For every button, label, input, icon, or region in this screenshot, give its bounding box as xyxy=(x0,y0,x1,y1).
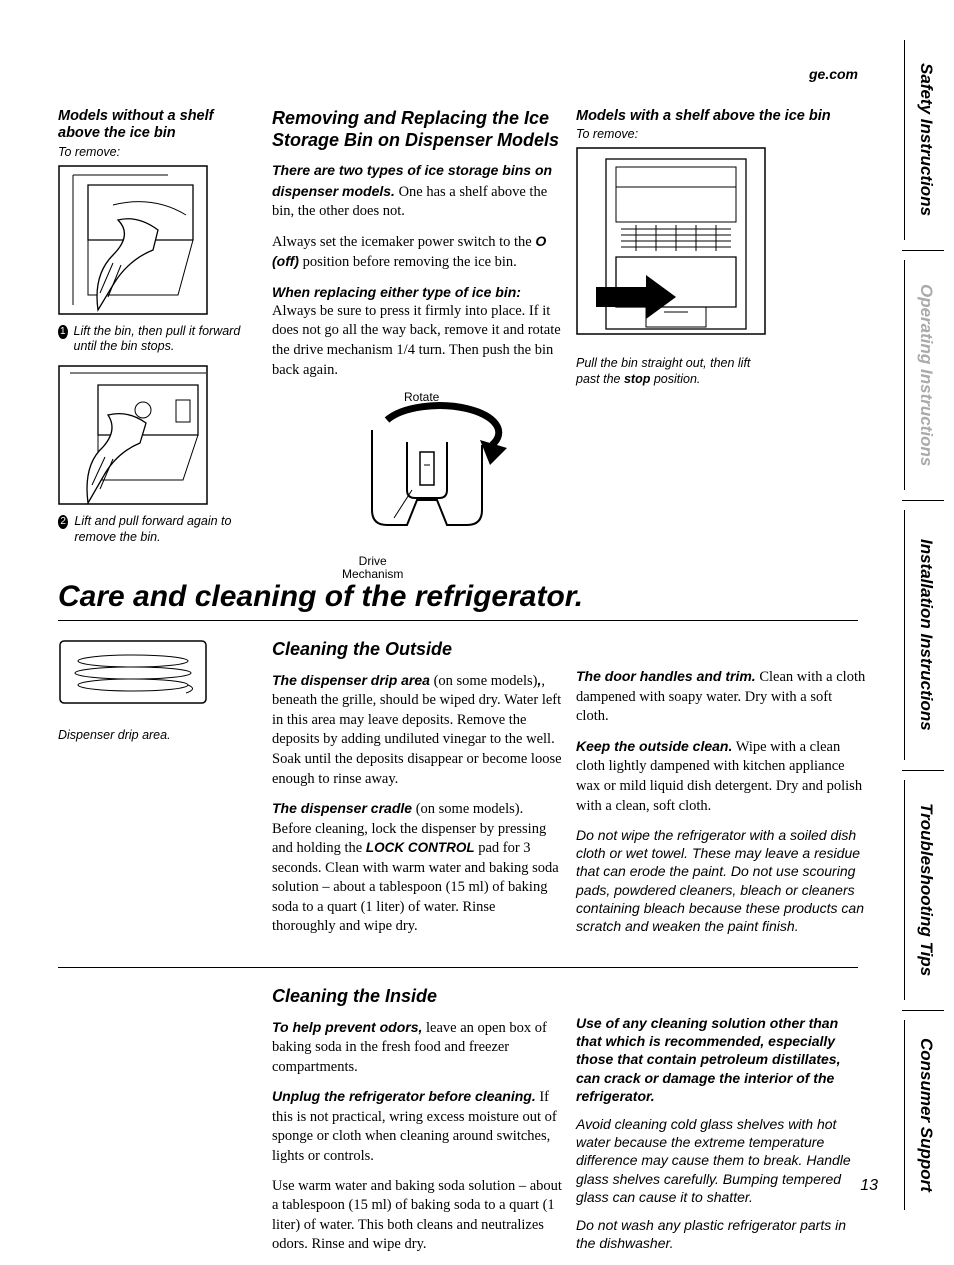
fig1-caption: Lift the bin, then pull it forward until… xyxy=(74,324,258,355)
mid-p2: Always set the icemaker power switch to … xyxy=(272,232,562,273)
outside-right: The door handles and trim. Clean with a … xyxy=(576,639,866,947)
mid-p2c: position before removing the ice bin. xyxy=(299,254,517,270)
inside-title: Cleaning the Inside xyxy=(272,986,562,1008)
fig-drive-mech: Rotate Drive Mechanism xyxy=(312,390,522,550)
mid-p1: There are two types of ice storage bins … xyxy=(272,161,562,222)
fig-bin-noshelf-2 xyxy=(58,365,208,505)
tab-div-1 xyxy=(902,250,944,251)
drive-word: Drive xyxy=(359,554,387,568)
out-r1a: The door handles and trim. xyxy=(576,668,756,684)
rc-c: position. xyxy=(650,372,700,386)
tab-safety[interactable]: Safety Instructions xyxy=(904,40,944,240)
in-p3: Use warm water and baking soda solution … xyxy=(272,1177,562,1255)
mid-rule xyxy=(58,967,858,968)
col-right: Models with a shelf above the ice bin To… xyxy=(576,108,866,550)
main-title: Care and cleaning of the refrigerator. xyxy=(58,580,858,614)
fig2-caption: Lift and pull forward again to remove th… xyxy=(74,514,258,545)
left-toremove: To remove: xyxy=(58,145,258,159)
tab-div-2 xyxy=(902,500,944,501)
tab-consumer[interactable]: Consumer Support xyxy=(904,1020,944,1210)
site-url: ge.com xyxy=(809,66,858,82)
fig-bin-withshelf xyxy=(576,147,766,347)
tab-div-4 xyxy=(902,1010,944,1011)
drive-label: Drive Mechanism xyxy=(342,555,403,581)
out-p2c: LOCK CONTROL xyxy=(366,840,475,855)
inside-mid: Cleaning the Inside To help prevent odor… xyxy=(272,986,562,1265)
top-section: Models without a shelf above the ice bin… xyxy=(58,108,858,550)
mid-p3: When replacing either type of ice bin: A… xyxy=(272,283,562,380)
outside-section: Dispenser drip area. Cleaning the Outsid… xyxy=(58,639,858,947)
tab-troubleshooting[interactable]: Troubleshooting Tips xyxy=(904,780,944,1000)
in-p2a: Unplug the refrigerator before cleaning. xyxy=(272,1088,536,1104)
right-caption: Pull the bin straight out, then lift pas… xyxy=(576,356,776,387)
fig-drip-area xyxy=(58,639,208,717)
outside-mid: Cleaning the Outside The dispenser drip … xyxy=(272,639,562,947)
tab-installation[interactable]: Installation Instructions xyxy=(904,510,944,760)
in-p2: Unplug the refrigerator before cleaning.… xyxy=(272,1087,562,1166)
out-r1: The door handles and trim. Clean with a … xyxy=(576,667,866,727)
out-p1: The dispenser drip area (on some models)… xyxy=(272,671,562,789)
out-p1c: , beneath the grille, should be wiped dr… xyxy=(272,673,562,787)
rotate-label: Rotate xyxy=(404,390,439,404)
col-mid: Removing and Replacing the Ice Storage B… xyxy=(272,108,562,550)
in-r3: Do not wash any plastic refrigerator par… xyxy=(576,1216,866,1252)
title-rule xyxy=(58,620,858,621)
right-heading: Models with a shelf above the ice bin xyxy=(576,108,866,125)
page-number: 13 xyxy=(860,1177,878,1195)
right-toremove: To remove: xyxy=(576,127,866,141)
in-p1a: To help prevent odors, xyxy=(272,1019,422,1035)
outside-left: Dispenser drip area. xyxy=(58,639,258,947)
inside-left-spacer xyxy=(58,986,258,1265)
drip-caption: Dispenser drip area. xyxy=(58,728,258,744)
drive-mech-svg xyxy=(312,390,522,550)
out-p2: The dispenser cradle (on some models). B… xyxy=(272,799,562,937)
out-p2a: The dispenser cradle xyxy=(272,800,412,816)
col-left: Models without a shelf above the ice bin… xyxy=(58,108,258,550)
step-2-badge: 2 xyxy=(58,515,68,529)
step-1-badge: 1 xyxy=(58,325,68,339)
inside-section: Cleaning the Inside To help prevent odor… xyxy=(58,986,858,1265)
in-r1: Use of any cleaning solution other than … xyxy=(576,1014,866,1105)
out-r3: Do not wipe the refrigerator with a soil… xyxy=(576,826,866,935)
out-r2a: Keep the outside clean. xyxy=(576,738,732,754)
in-p1: To help prevent odors, leave an open box… xyxy=(272,1018,562,1078)
tab-div-3 xyxy=(902,770,944,771)
inside-right: Use of any cleaning solution other than … xyxy=(576,986,866,1265)
side-tabs: Safety Instructions Operating Instructio… xyxy=(894,40,944,1190)
left-heading: Models without a shelf above the ice bin xyxy=(58,108,258,143)
mid-p2a: Always set the icemaker power switch to … xyxy=(272,234,535,250)
out-r2: Keep the outside clean. Wipe with a clea… xyxy=(576,737,866,816)
mid-title: Removing and Replacing the Ice Storage B… xyxy=(272,108,562,151)
outside-title: Cleaning the Outside xyxy=(272,639,562,661)
tab-operating[interactable]: Operating Instructions xyxy=(904,260,944,490)
mid-p3h: When replacing either type of ice bin: xyxy=(272,283,562,302)
mid-p3-body: Always be sure to press it firmly into p… xyxy=(272,303,561,378)
in-r2: Avoid cleaning cold glass shelves with h… xyxy=(576,1115,866,1206)
out-p1a: The dispenser drip area xyxy=(272,672,430,688)
out-p1b: (on some models) xyxy=(430,673,538,689)
rc-b: stop xyxy=(624,372,650,386)
fig-bin-noshelf-1 xyxy=(58,165,208,315)
mech-word: Mechanism xyxy=(342,567,403,581)
